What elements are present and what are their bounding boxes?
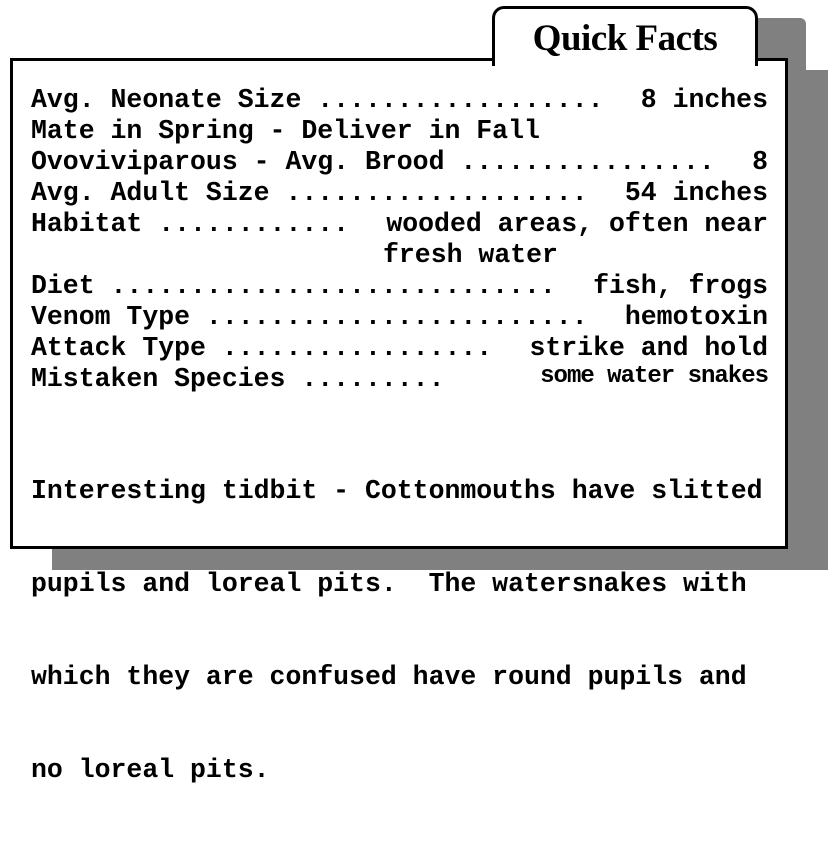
card-title: Quick Facts [532,18,718,59]
fact-label: Habitat ............ [31,209,350,239]
fact-label: Attack Type ................. [31,333,493,363]
fact-label: Mistaken Species ......... [31,364,445,394]
tidbit-line: which they are confused have round pupil… [31,662,747,692]
fact-row: Ovoviviparous - Avg. Brood .............… [31,147,768,178]
facts-list: Avg. Neonate Size .................. 8 in… [31,85,769,848]
fact-value: hemotoxin [624,302,768,332]
fact-label: Mate in Spring - Deliver in Fall [31,116,540,146]
fact-label: Avg. Adult Size ................... [31,178,588,208]
fact-row: Avg. Adult Size ................... 54 in… [31,178,768,209]
tidbit-paragraph: Interesting tidbit - Cottonmouths have s… [31,414,768,848]
fact-row: Mistaken Species ......... some water sna… [31,363,769,395]
quick-facts-card: Avg. Neonate Size .................. 8 in… [10,58,788,785]
tidbit-line: Interesting tidbit - Cottonmouths have s… [31,476,763,506]
fact-value: strike and hold [529,333,768,363]
fact-label: Diet ............................ [31,271,556,301]
tidbit-line: pupils and loreal pits. The watersnakes … [31,569,747,599]
fact-label: Venom Type ........................ [31,302,588,332]
fact-value: 54 inches [624,178,768,208]
fact-row: Habitat ............ wooded areas, often … [31,209,768,240]
fact-label: Avg. Neonate Size .................. [31,85,604,115]
fact-row: Attack Type ................. strike and … [31,333,768,364]
fact-value: some water snakes [540,363,769,390]
fact-row: Mate in Spring - Deliver in Fall [31,116,768,147]
tidbit-line: no loreal pits. [31,755,270,785]
tab-joint [495,56,755,62]
fact-label: Ovoviviparous - Avg. Brood .............… [31,147,715,177]
fact-row: Diet ............................ fish, f… [31,271,768,302]
fact-row: Venom Type ........................ hemot… [31,302,768,333]
fact-value: 8 [752,147,768,177]
fact-value: wooded areas, often near [386,209,768,239]
fact-row: Avg. Neonate Size .................. 8 in… [31,85,768,116]
fact-value: fish, frogs [593,271,768,301]
fact-value-continued: fresh water [383,240,558,270]
fact-value: 8 inches [640,85,768,115]
